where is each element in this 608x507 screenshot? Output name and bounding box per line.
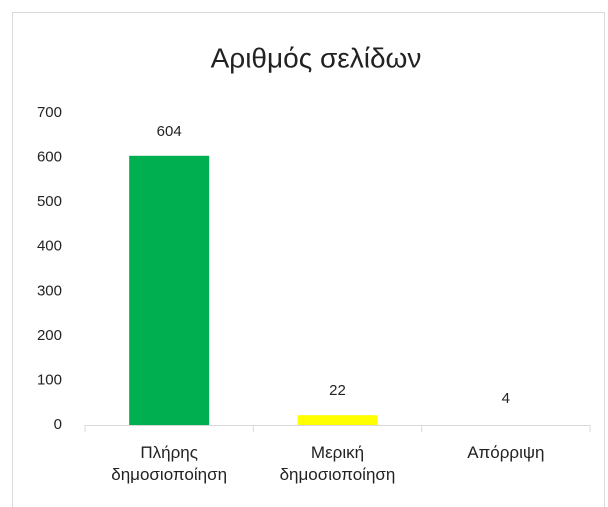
- data-label: 22: [329, 382, 346, 399]
- y-tick-label: 200: [37, 327, 62, 344]
- y-tick-label: 0: [54, 416, 62, 433]
- x-tick-label: Πλήρης δημοσιοποίηση: [111, 443, 228, 484]
- y-tick-label: 500: [37, 193, 62, 210]
- y-tick-label: 600: [37, 149, 62, 166]
- y-tick-label: 700: [37, 104, 62, 121]
- y-tick-label: 300: [37, 282, 62, 299]
- chart-border: [12, 12, 605, 507]
- x-tick-label: Απόρριψη: [467, 443, 545, 462]
- data-label: 4: [502, 390, 510, 407]
- y-tick-label: 400: [37, 238, 62, 255]
- chart-title: Αριθμός σελίδων: [211, 42, 422, 73]
- x-tick-label: Μερική δημοσιοποίηση: [279, 443, 396, 484]
- bar: [297, 415, 378, 425]
- data-label: 604: [157, 123, 182, 140]
- bar: [129, 155, 210, 425]
- y-tick-label: 100: [37, 371, 62, 388]
- bar: [465, 423, 546, 425]
